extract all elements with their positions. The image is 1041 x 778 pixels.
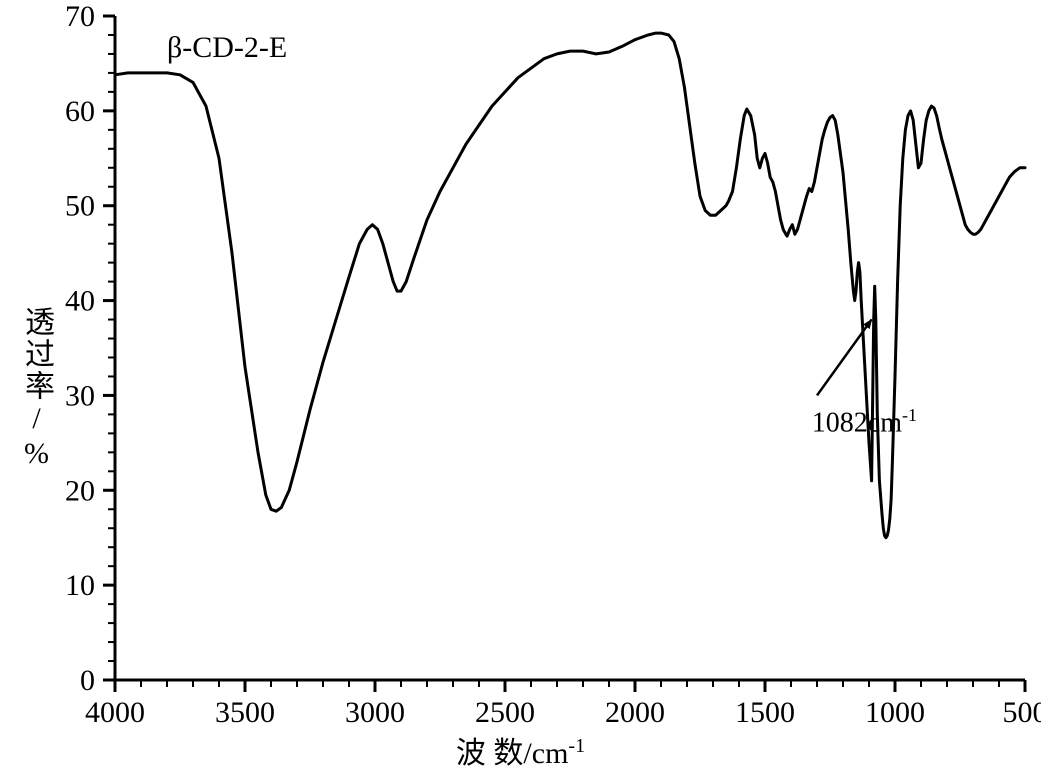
x-axis-title: 波 数/cm-1 xyxy=(456,728,585,772)
peak-annotation-label: 1082cm-1 xyxy=(812,405,917,439)
series-label: β-CD-2-E xyxy=(167,31,287,65)
svg-text:0: 0 xyxy=(80,664,95,697)
svg-text:70: 70 xyxy=(65,0,95,33)
svg-text:3000: 3000 xyxy=(345,696,405,729)
svg-text:20: 20 xyxy=(65,474,95,507)
svg-text:50: 50 xyxy=(65,190,95,223)
svg-text:30: 30 xyxy=(65,379,95,412)
svg-text:1000: 1000 xyxy=(865,696,925,729)
svg-text:4000: 4000 xyxy=(85,696,145,729)
svg-text:10: 10 xyxy=(65,569,95,602)
svg-text:2500: 2500 xyxy=(475,696,535,729)
y-axis-title: 透过率/% xyxy=(14,306,58,472)
svg-text:1500: 1500 xyxy=(735,696,795,729)
svg-text:3500: 3500 xyxy=(215,696,275,729)
svg-text:60: 60 xyxy=(65,95,95,128)
svg-text:40: 40 xyxy=(65,285,95,318)
chart-svg: 4000 3500 3000 2500 2000 1500 1000 500 0 10 20 30 40… xyxy=(0,0,1041,778)
ir-spectrum-chart: 4000 3500 3000 2500 2000 1500 1000 500 0 10 20 30 40… xyxy=(0,0,1041,778)
svg-text:2000: 2000 xyxy=(605,696,665,729)
svg-text:500: 500 xyxy=(1003,696,1041,729)
